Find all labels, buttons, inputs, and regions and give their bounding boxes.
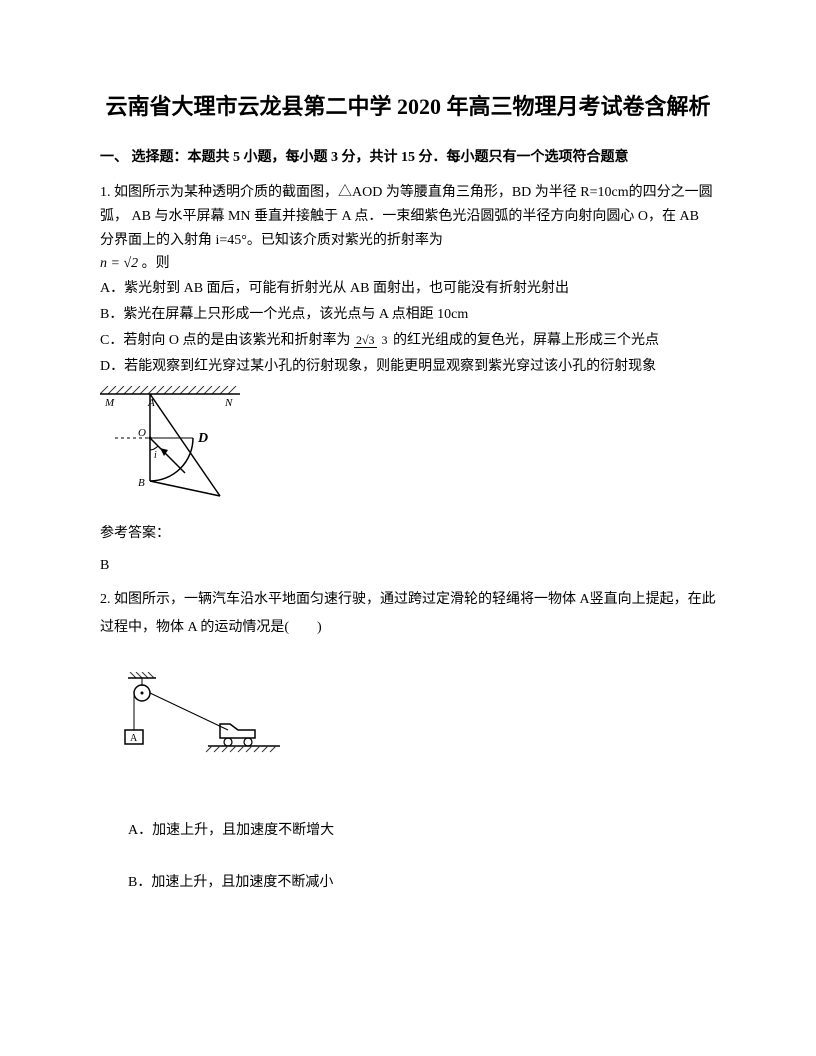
- q1-option-a: A．紫光射到 AB 面后，可能有折射光从 AB 面射出，也可能没有折射光射出: [100, 277, 716, 301]
- q1-number: 1.: [100, 185, 111, 200]
- svg-text:M: M: [104, 397, 115, 409]
- svg-text:i: i: [154, 450, 157, 461]
- q2-number: 2.: [100, 592, 111, 607]
- svg-text:N: N: [224, 397, 233, 409]
- q1-answer-value: B: [100, 555, 716, 577]
- q1-text: 1. 如图所示为某种透明介质的截面图，△AOD 为等腰直角三角形，BD 为半径 …: [100, 181, 716, 252]
- q1-formula-sqrt: √2: [123, 256, 138, 271]
- q1-option-c-part1: C．若射向 O 点的是由该紫光和折射率为: [100, 333, 350, 348]
- q2-diagram: A: [120, 672, 716, 770]
- q2-text: 2. 如图所示，一辆汽车沿水平地面匀速行驶，通过跨过定滑轮的轻绳将一物体 A竖直…: [100, 586, 716, 642]
- q1-frac-top: 2√3: [354, 333, 377, 348]
- q1-option-d: D．若能观察到红光穿过某小孔的衍射现象，则能更明显观察到紫光穿过该小孔的衍射现象: [100, 355, 716, 379]
- q1-text-part1: 如图所示为某种透明介质的截面图，△AOD 为等腰直角三角形，BD 为半径 R=1…: [100, 185, 713, 248]
- q1-option-c-part2: 的红光组成的复色光，屏幕上形成三个光点: [393, 333, 659, 348]
- q2-option-a: A．加速上升，且加速度不断增大: [128, 820, 716, 842]
- q1-diagram: M A N O i D B: [100, 386, 716, 514]
- q1-option-c-fraction: 2√3 3: [354, 329, 390, 353]
- svg-text:B: B: [138, 477, 145, 489]
- q2-body: 如图所示，一辆汽车沿水平地面匀速行驶，通过跨过定滑轮的轻绳将一物体 A竖直向上提…: [100, 592, 716, 635]
- q1-formula-prefix: n =: [100, 256, 123, 271]
- q1-text-part2: 。则: [142, 256, 170, 271]
- q2-options: A．加速上升，且加速度不断增大 B．加速上升，且加速度不断减小: [128, 820, 716, 895]
- svg-text:A: A: [130, 733, 138, 744]
- question-1: 1. 如图所示为某种透明介质的截面图，△AOD 为等腰直角三角形，BD 为半径 …: [100, 181, 716, 577]
- q1-answer-label: 参考答案：: [100, 523, 716, 545]
- q1-option-b: B．紫光在屏幕上只形成一个光点，该光点与 A 点相距 10cm: [100, 303, 716, 327]
- section-header: 一、 选择题：本题共 5 小题，每小题 3 分，共计 15 分．每小题只有一个选…: [100, 147, 716, 169]
- page-title: 云南省大理市云龙县第二中学 2020 年高三物理月考试卷含解析: [100, 90, 716, 123]
- q1-frac-bot: 3: [380, 333, 390, 347]
- svg-text:D: D: [197, 431, 208, 446]
- svg-text:O: O: [138, 427, 146, 439]
- q2-option-b: B．加速上升，且加速度不断减小: [128, 872, 716, 894]
- q1-formula-line: n = √2 。则: [100, 253, 716, 275]
- q1-option-c: C．若射向 O 点的是由该紫光和折射率为 2√3 3 的红光组成的复色光，屏幕上…: [100, 329, 716, 353]
- question-2: 2. 如图所示，一辆汽车沿水平地面匀速行驶，通过跨过定滑轮的轻绳将一物体 A竖直…: [100, 586, 716, 895]
